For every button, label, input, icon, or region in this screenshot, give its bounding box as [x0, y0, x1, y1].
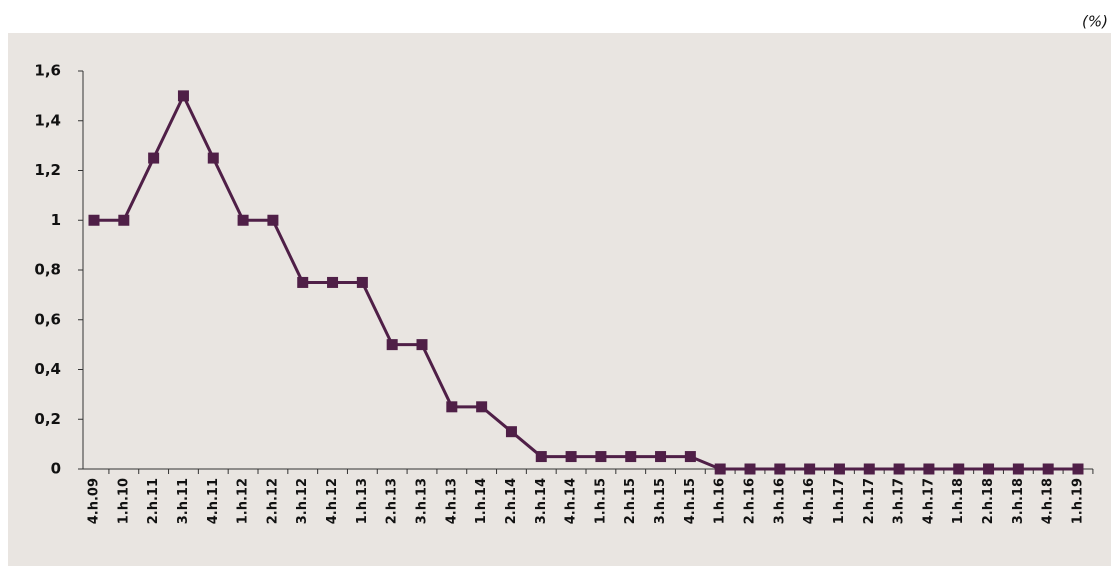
marker — [893, 463, 905, 475]
marker — [148, 152, 160, 164]
x-tick-label: 1.h.16 — [713, 478, 728, 524]
marker — [655, 451, 667, 463]
marker — [684, 451, 696, 463]
marker — [744, 463, 756, 475]
marker — [863, 463, 875, 475]
y-tick-label: 0,8 — [34, 261, 61, 279]
y-tick-label: 1,4 — [34, 111, 61, 129]
x-tick-label: 1.h.15 — [593, 478, 608, 524]
marker — [1012, 463, 1024, 475]
x-tick-label: 4.h.17 — [921, 478, 936, 524]
x-tick-label: 2.h.17 — [862, 478, 877, 524]
marker — [207, 152, 219, 164]
x-tick-label: 3.h.17 — [892, 478, 907, 524]
x-tick-label: 2.h.11 — [146, 478, 161, 524]
marker — [804, 463, 816, 475]
x-tick-label: 4.h.09 — [87, 478, 102, 524]
x-tick-label: 1.h.13 — [355, 478, 370, 524]
marker — [565, 451, 577, 463]
x-tick-label: 4.h.18 — [1041, 478, 1056, 524]
marker — [535, 451, 547, 463]
x-tick-label: 3.h.16 — [772, 478, 787, 524]
x-tick-label: 1.h.17 — [832, 478, 847, 524]
marker — [416, 339, 428, 351]
marker — [714, 463, 726, 475]
x-tick-label: 4.h.11 — [206, 478, 221, 524]
marker — [297, 276, 309, 288]
x-tick-label: 1.h.18 — [951, 478, 966, 524]
marker — [88, 214, 100, 226]
marker — [237, 214, 249, 226]
plot-background — [8, 33, 1111, 566]
marker — [267, 214, 279, 226]
marker — [327, 276, 339, 288]
x-tick-label: 2.h.12 — [265, 478, 280, 524]
y-tick-label: 0,2 — [34, 410, 61, 428]
x-tick-label: 3.h.11 — [176, 478, 191, 524]
marker — [983, 463, 995, 475]
x-tick-label: 2.h.15 — [623, 478, 638, 524]
y-tick-label: 1,2 — [34, 161, 61, 179]
x-tick-label: 3.h.12 — [295, 478, 310, 524]
marker — [625, 451, 637, 463]
y-tick-label: 0 — [51, 460, 61, 478]
y-tick-label: 0,6 — [34, 310, 61, 328]
x-tick-label: 4.h.13 — [444, 478, 459, 524]
x-tick-label: 1.h.12 — [236, 478, 251, 524]
marker — [177, 90, 189, 102]
x-tick-label: 2.h.14 — [504, 478, 519, 524]
marker — [118, 214, 130, 226]
marker — [833, 463, 845, 475]
x-tick-label: 4.h.14 — [564, 478, 579, 524]
x-tick-label: 3.h.18 — [1011, 478, 1026, 524]
unit-label: (%) — [1082, 13, 1108, 31]
marker — [1042, 463, 1054, 475]
x-tick-label: 2.h.13 — [385, 478, 400, 524]
marker — [923, 463, 935, 475]
y-tick-label: 1 — [51, 211, 61, 229]
x-tick-label: 4.h.15 — [683, 478, 698, 524]
marker — [595, 451, 607, 463]
x-tick-label: 1.h.14 — [474, 478, 489, 524]
marker — [356, 276, 368, 288]
x-tick-label: 4.h.16 — [802, 478, 817, 524]
marker — [505, 426, 517, 438]
x-tick-label: 4.h.12 — [325, 478, 340, 524]
data-line — [94, 92, 1078, 471]
x-tick-label: 1.h.10 — [116, 478, 131, 524]
marker — [446, 401, 458, 413]
marker — [476, 401, 488, 413]
x-tick-label: 3.h.13 — [415, 478, 430, 524]
y-tick-label: 0,4 — [34, 360, 61, 378]
x-tick-label: 2.h.16 — [743, 478, 758, 524]
marker — [1072, 463, 1084, 475]
marker — [774, 463, 786, 475]
x-tick-label: 3.h.14 — [534, 478, 549, 524]
x-tick-label: 1.h.19 — [1071, 478, 1086, 524]
x-tick-label: 3.h.15 — [653, 478, 668, 524]
x-tick-label: 2.h.18 — [981, 478, 996, 524]
marker — [953, 463, 965, 475]
y-tick-label: 1,6 — [34, 62, 61, 80]
marker — [386, 339, 398, 351]
